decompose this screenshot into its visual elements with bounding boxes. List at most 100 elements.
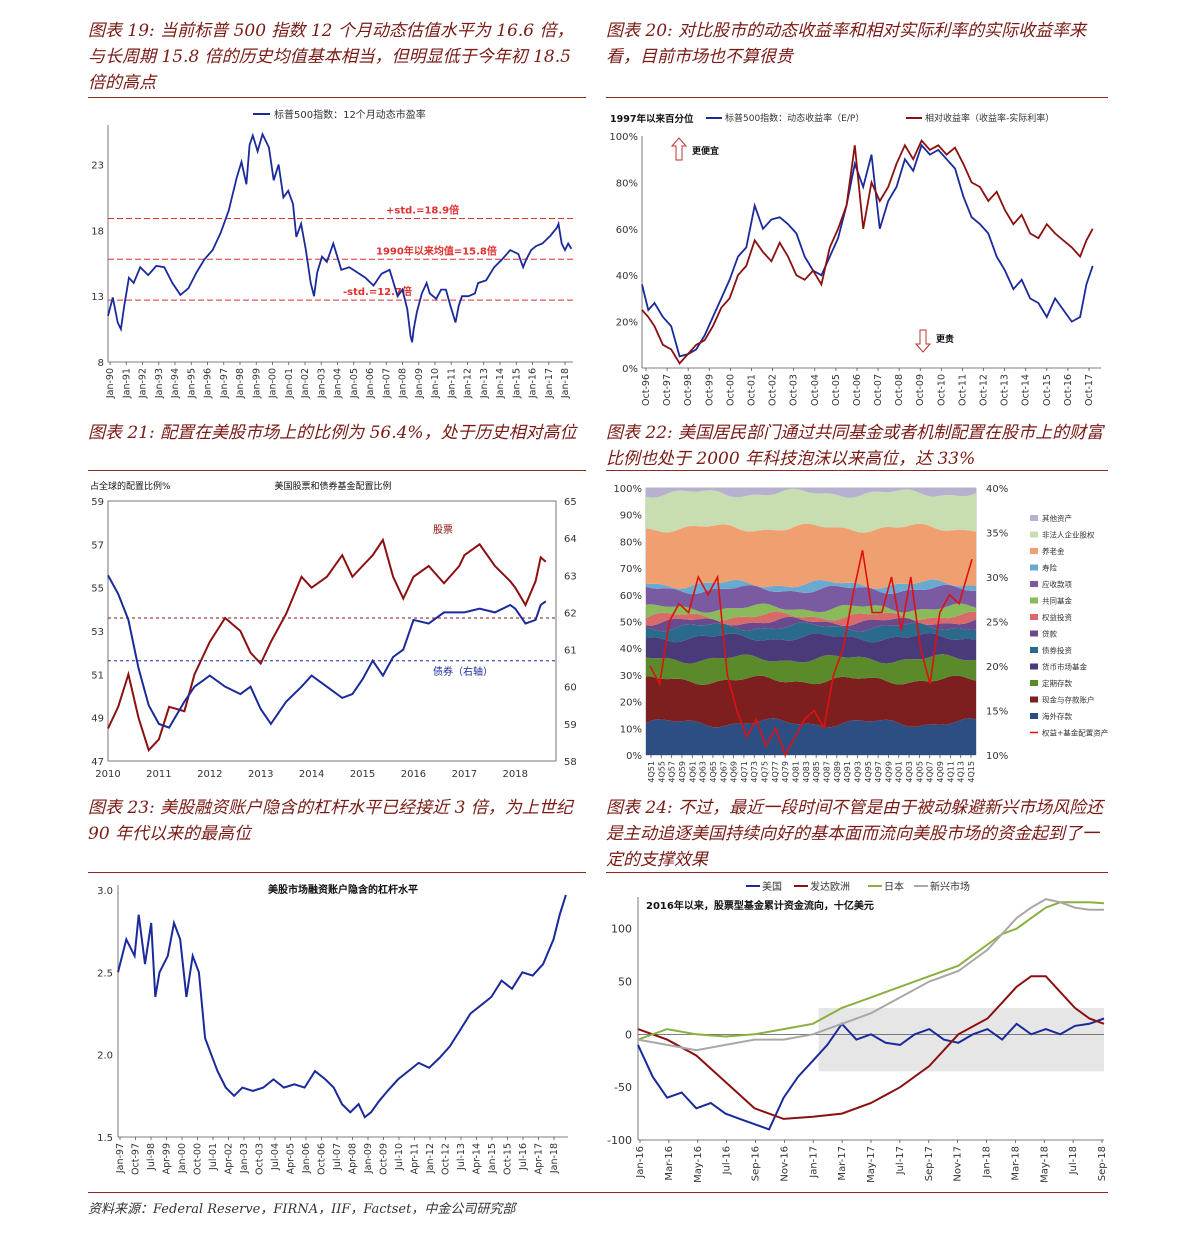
y-tick-label: -50	[614, 1081, 632, 1094]
x-tick-label: Jan-00	[268, 368, 279, 399]
pe-series-line	[107, 131, 573, 343]
legend-label: 新兴市场	[930, 880, 970, 893]
x-tick-label: 4Q93	[853, 761, 862, 783]
x-tick-label: 4Q69	[730, 761, 739, 783]
x-tick-label: Mar-17	[837, 1146, 848, 1181]
y-left-tick-label: 20%	[620, 698, 642, 709]
chart22-svg: 0% 10% 20% 30% 40% 50% 60% 70% 80% 90% 100% 10% 15% 2…	[613, 484, 1108, 783]
x-tick-label: Jan-15	[487, 1143, 498, 1174]
stack-layer-12	[646, 488, 976, 498]
x-tick-label: Jan-15	[511, 368, 522, 399]
x-tick-label: Jan-13	[479, 368, 490, 399]
x-tick-label: Oct-15	[503, 1143, 514, 1175]
expensive-arrow	[914, 329, 932, 353]
x-tick-label: 2010	[95, 769, 120, 780]
stack-layer-10	[646, 523, 976, 589]
legend-label: 共同基金	[1042, 596, 1072, 606]
series-line-3	[637, 898, 1104, 1052]
x-tick-label: Oct-10	[936, 374, 947, 406]
x-tick-label: Jan-05	[349, 368, 360, 399]
x-tick-label: 4Q79	[781, 761, 790, 783]
legend-swatch	[1030, 564, 1038, 571]
series-line-0	[107, 537, 547, 753]
x-tick-label: Sep-18	[1097, 1146, 1108, 1181]
legend-swatch	[1030, 548, 1038, 554]
cheaper-arrow	[670, 137, 688, 161]
x-tick-label: 4Q11	[946, 761, 955, 783]
series-line-0	[637, 1017, 1105, 1131]
x-tick-label: 4Q95	[864, 761, 873, 783]
x-tick-label: Oct-98	[683, 374, 694, 406]
y-left-tick-label: 90%	[620, 511, 642, 522]
y-left-tick-label: 51	[91, 670, 104, 681]
x-tick-label: Oct-09	[379, 1143, 390, 1175]
y-right-tick-label: 25%	[986, 618, 1008, 629]
shaded-band	[818, 1007, 1104, 1072]
x-tick-label: 4Q91	[843, 761, 852, 783]
x-tick-label: Jan-00	[177, 1143, 188, 1174]
source-note: 资料来源：Federal Reserve，FIRNA，IIF，Factset，中…	[88, 1202, 516, 1217]
series-line-0	[641, 143, 1094, 358]
x-tick-label: 2013	[248, 769, 273, 780]
y-left-tick-label: 30%	[620, 671, 642, 682]
y-right-tick-label: 60	[564, 683, 577, 694]
x-tick-label: Oct-03	[255, 1143, 266, 1175]
x-tick-label: Oct-12	[441, 1143, 452, 1175]
stack-layer-4	[646, 622, 976, 643]
x-tick-label: 4Q15	[967, 761, 976, 783]
y-right-tick-label: 61	[564, 646, 577, 657]
y-left-tick-label: 10%	[620, 724, 642, 735]
series-line-1	[641, 138, 1094, 365]
stack-layer-11	[646, 488, 976, 533]
x-tick-label: 2017	[452, 769, 477, 780]
y-right-tick-label: 58	[564, 757, 577, 768]
chart20-svg: 0% 20% 40% 60% 80% 100% Oct-96 Oct-97 Oct-98 Oct-…	[609, 112, 1101, 406]
legend-swatch	[1030, 663, 1038, 670]
x-tick-label: 4Q61	[688, 761, 697, 783]
x-tick-label: Jan-03	[239, 1143, 250, 1174]
y-left-tick-label: 55	[91, 584, 104, 595]
x-tick-label: Jan-02	[300, 368, 311, 399]
x-tick-label: Jan-10	[430, 368, 441, 399]
x-tick-label: Apr-05	[286, 1143, 297, 1174]
y-left-tick-label: 53	[91, 627, 104, 638]
x-tick-label: Apr-99	[162, 1143, 173, 1174]
x-tick-label: Oct-17	[1084, 374, 1095, 406]
y-tick-label: 1.5	[97, 1133, 113, 1144]
chart-title: 2016年以来，股票型基金累计资金流向，十亿美元	[646, 899, 874, 912]
legend-label: 美国	[762, 880, 782, 893]
y-tick-label: 13	[91, 292, 104, 303]
x-tick-label: Jan-06	[301, 1143, 312, 1174]
x-tick-label: 2012	[197, 769, 222, 780]
y-axis-title: 1997年以来百分位	[610, 113, 694, 125]
x-tick-label: Jan-04	[333, 368, 344, 399]
x-tick-label: Jan-94	[170, 368, 181, 399]
x-tick-label: 4Q71	[740, 761, 749, 783]
x-tick-label: Jul-98	[146, 1143, 157, 1171]
x-tick-label: 2014	[299, 769, 324, 780]
x-tick-label: Jan-17	[808, 1146, 819, 1179]
legend-label: 定期存款	[1042, 678, 1072, 688]
x-tick-label: Jan-09	[363, 1143, 374, 1174]
legend-swatch	[1030, 614, 1038, 620]
legend-swatch	[1030, 630, 1038, 637]
y-tick-label: 23	[91, 161, 104, 172]
reference-label: +std.=18.9倍	[386, 203, 459, 216]
legend-label: 发达欧洲	[810, 880, 850, 893]
x-tick-label: Oct-05	[831, 374, 842, 406]
x-tick-label: Jan-92	[138, 368, 149, 399]
x-tick-label: Jan-91	[121, 368, 132, 399]
x-tick-label: Oct-09	[915, 374, 926, 406]
legend-swatch	[1030, 581, 1038, 587]
x-tick-label: Oct-97	[131, 1143, 142, 1175]
y-left-tick-label: 47	[91, 757, 104, 768]
x-tick-label: 2011	[146, 769, 171, 780]
y-right-tick-label: 64	[564, 534, 577, 545]
divider	[606, 872, 1108, 873]
legend-swatch	[1030, 713, 1038, 719]
chart24-svg: -100 -50 0 50 100 Jan-16 Mar-16 May-16 Jul-16 Sep…	[607, 880, 1108, 1183]
x-tick-label: Jan-18	[560, 368, 571, 399]
y-right-tick-label: 15%	[986, 707, 1008, 718]
x-tick-label: Oct-13	[1000, 374, 1011, 406]
stack-layer-8	[646, 584, 976, 613]
